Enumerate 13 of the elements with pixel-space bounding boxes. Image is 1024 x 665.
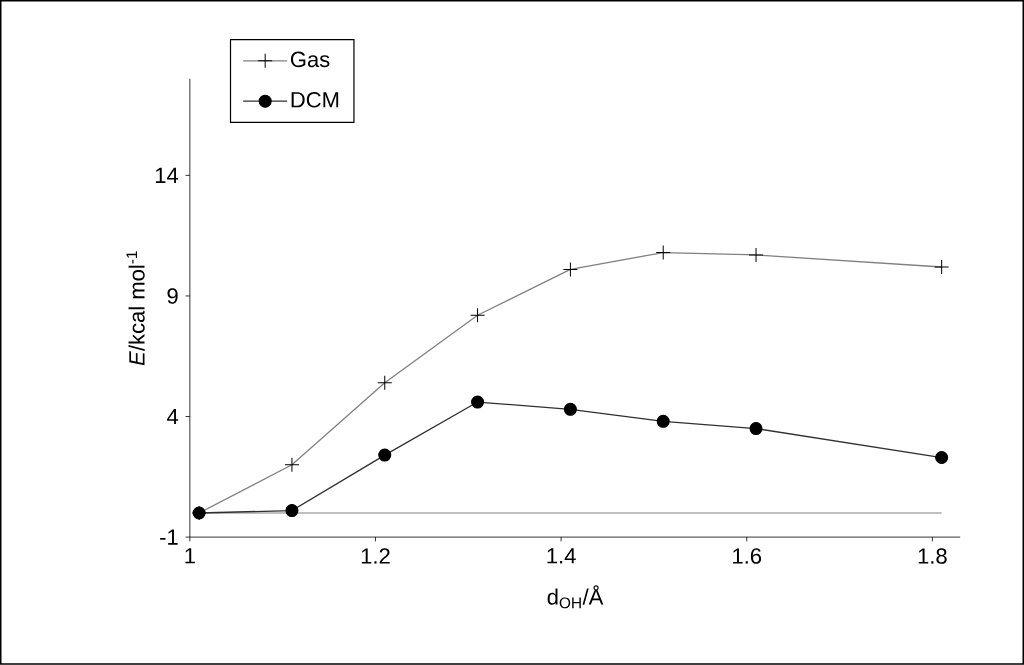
y-tick-label: 14	[155, 167, 179, 184]
x-axis-title: d$_{OH}$/Å	[547, 585, 604, 609]
x-tick-label: 1.2	[361, 548, 390, 564]
x-tick-label: 1.6	[733, 548, 762, 564]
y-tick-label: -1	[160, 529, 178, 545]
x-tick-label: 1.4	[547, 548, 576, 564]
y-tick-label: 9	[167, 288, 178, 304]
x-tick-label: 1	[185, 548, 195, 564]
y-axis-title: E/kcal mol$^{-1}$	[126, 251, 145, 366]
y-tick-label: 4	[166, 409, 179, 425]
legend-label: DCM	[291, 92, 339, 108]
legend-label: Gas	[290, 51, 330, 68]
x-tick-label: 1.8	[918, 548, 947, 564]
